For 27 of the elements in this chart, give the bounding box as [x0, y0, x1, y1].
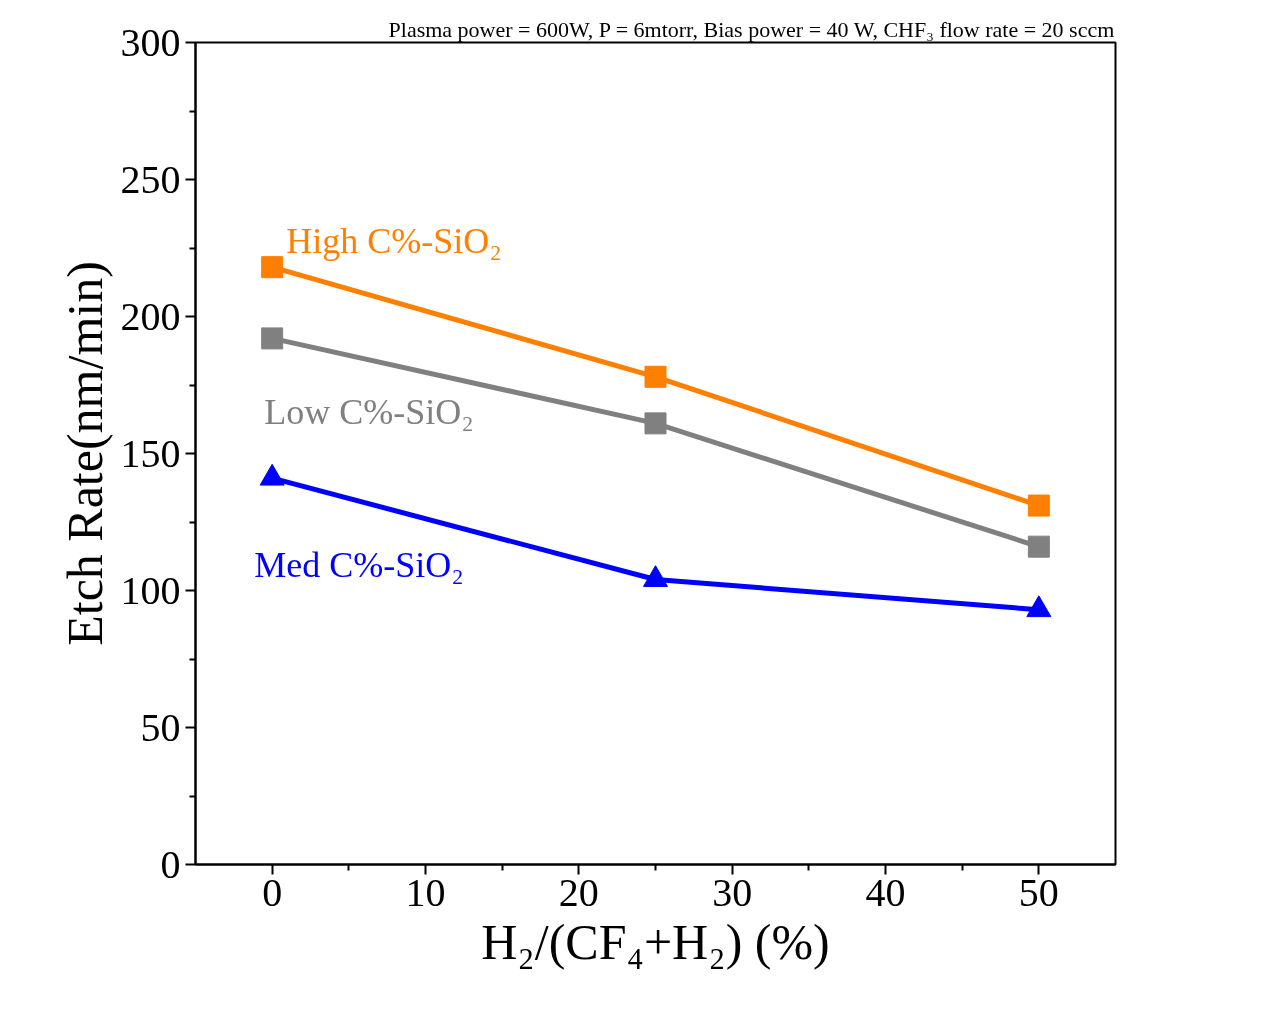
- point: [643, 565, 668, 587]
- series-label: Med C%-SiO₂: [254, 545, 464, 586]
- chart-title: Plasma power = 600W, P = 6mtorr, Bias power = 40 W, CHF₃ flow rate = 20 sccm: [388, 16, 1115, 42]
- y-tick-label: 150: [120, 430, 181, 476]
- series-label: Low C%-SiO₂: [264, 392, 474, 433]
- x-tick-label: 40: [865, 869, 906, 915]
- point: [644, 365, 667, 388]
- y-tick-label: 200: [120, 293, 181, 339]
- point: [644, 412, 667, 435]
- y-tick-label: 0: [160, 841, 181, 887]
- x-axis-title: H₂/(CF₄+H₂) (%): [481, 913, 830, 970]
- x-tick-label: 30: [712, 869, 753, 915]
- y-tick-label: 300: [120, 19, 181, 65]
- x-tick-label: 0: [262, 869, 283, 915]
- y-tick-label: 50: [140, 704, 181, 750]
- x-tick-label: 20: [558, 869, 599, 915]
- y-tick-label: 250: [120, 156, 181, 202]
- point: [1027, 494, 1050, 517]
- point: [261, 256, 284, 279]
- x-tick-label: 50: [1018, 869, 1059, 915]
- point: [1027, 535, 1050, 558]
- series-label: High C%-SiO₂: [286, 221, 502, 262]
- point: [261, 327, 284, 350]
- x-tick-label: 10: [405, 869, 446, 915]
- y-axis-title: Etch Rate(nm/min): [56, 261, 113, 646]
- point: [1026, 595, 1052, 618]
- y-tick-label: 100: [120, 567, 181, 613]
